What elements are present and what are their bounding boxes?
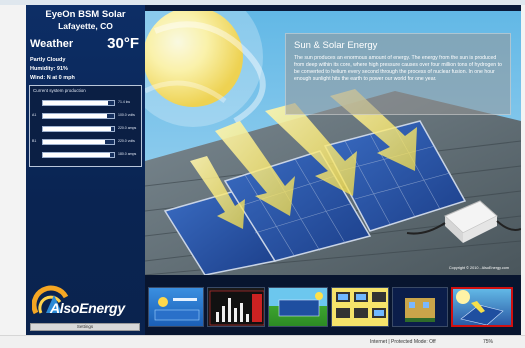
production-row-value: 71.4 kw bbox=[118, 100, 131, 104]
company-logo: AlsoEnergy bbox=[26, 281, 145, 325]
site-name: EyeOn BSM Solar bbox=[45, 9, 126, 20]
production-bar-fill bbox=[43, 140, 106, 144]
production-bar bbox=[42, 100, 115, 106]
production-row: 180.0 amps bbox=[32, 150, 140, 160]
production-row-label: B1 bbox=[32, 139, 37, 143]
production-bar bbox=[42, 139, 115, 145]
kiosk-display: EyeOn BSM Solar Lafayette, CO Weather 30… bbox=[26, 5, 521, 335]
thumbnail-chart-icon bbox=[209, 290, 264, 326]
production-title: Current system production bbox=[33, 88, 86, 93]
slide-viewer: Sun & Solar Energy The sun produces an e… bbox=[145, 11, 521, 275]
wind-readout: Wind: N at 0 mph bbox=[30, 75, 75, 81]
production-row: 220.0 amps bbox=[32, 124, 140, 134]
thumbnail-infographic-icon bbox=[336, 292, 386, 318]
humidity-readout: Humidity: 91% bbox=[30, 66, 68, 72]
weather-condition: Partly Cloudy bbox=[30, 57, 66, 63]
slide-body-text: The sun produces an enormous amount of e… bbox=[294, 55, 502, 82]
zoom-level[interactable]: 75% bbox=[483, 339, 494, 345]
logo-text: AlsoEnergy bbox=[50, 300, 125, 316]
production-bar-fill bbox=[43, 153, 111, 157]
thumbnail-6-selected[interactable] bbox=[451, 287, 513, 327]
settings-button[interactable]: Settings bbox=[30, 323, 140, 331]
thumbnail-3[interactable] bbox=[268, 287, 328, 327]
production-bar-fill bbox=[43, 101, 109, 105]
info-card: Sun & Solar Energy The sun produces an e… bbox=[285, 33, 511, 115]
thumbnail-solar-icon bbox=[456, 290, 504, 325]
slide-title: Sun & Solar Energy bbox=[294, 40, 378, 51]
thumbnail-5[interactable] bbox=[392, 287, 448, 327]
production-panel: Current system production 71.4 kw A1 100… bbox=[29, 85, 142, 167]
production-row: B1 220.0 volts bbox=[32, 137, 140, 147]
window-top-edge bbox=[0, 0, 525, 5]
production-row-value: 220.0 amps bbox=[118, 126, 137, 130]
production-row-value: 180.0 amps bbox=[118, 152, 137, 156]
production-row: 71.4 kw bbox=[32, 98, 140, 108]
thumbnail-2[interactable] bbox=[207, 287, 265, 327]
security-zone-status: Internet | Protected Mode: Off bbox=[370, 339, 436, 345]
sun-logo-icon bbox=[32, 285, 69, 315]
production-bar bbox=[42, 113, 115, 119]
slide-copyright: Copyright © 2010 - AlsoEnergy.com bbox=[448, 266, 509, 270]
production-row: A1 100.0 volts bbox=[32, 111, 140, 121]
production-row-value: 220.0 volts bbox=[118, 139, 135, 143]
production-bar bbox=[42, 126, 115, 132]
status-bar: Internet | Protected Mode: Off 75% bbox=[0, 335, 525, 348]
site-location: Lafayette, CO bbox=[58, 21, 113, 31]
inverter-box-icon bbox=[406, 200, 521, 243]
production-row-value: 100.0 volts bbox=[118, 113, 135, 117]
temperature-readout: 30°F bbox=[107, 35, 139, 52]
sunlight-arrows bbox=[190, 89, 417, 229]
thumbnail-1[interactable] bbox=[148, 287, 204, 327]
production-bar bbox=[42, 152, 115, 158]
thumbnail-gauge-icon bbox=[154, 297, 200, 321]
production-bar-fill bbox=[43, 127, 112, 131]
weather-label: Weather bbox=[30, 38, 74, 50]
thumbnail-landscape-icon bbox=[269, 288, 327, 317]
production-bar-fill bbox=[43, 114, 107, 118]
production-row-label: A1 bbox=[32, 113, 37, 117]
thumbnail-4[interactable] bbox=[331, 287, 389, 327]
sidebar: EyeOn BSM Solar Lafayette, CO Weather 30… bbox=[26, 5, 145, 335]
slide-thumbnail-strip bbox=[145, 275, 521, 335]
thumbnail-building-icon bbox=[405, 298, 435, 322]
